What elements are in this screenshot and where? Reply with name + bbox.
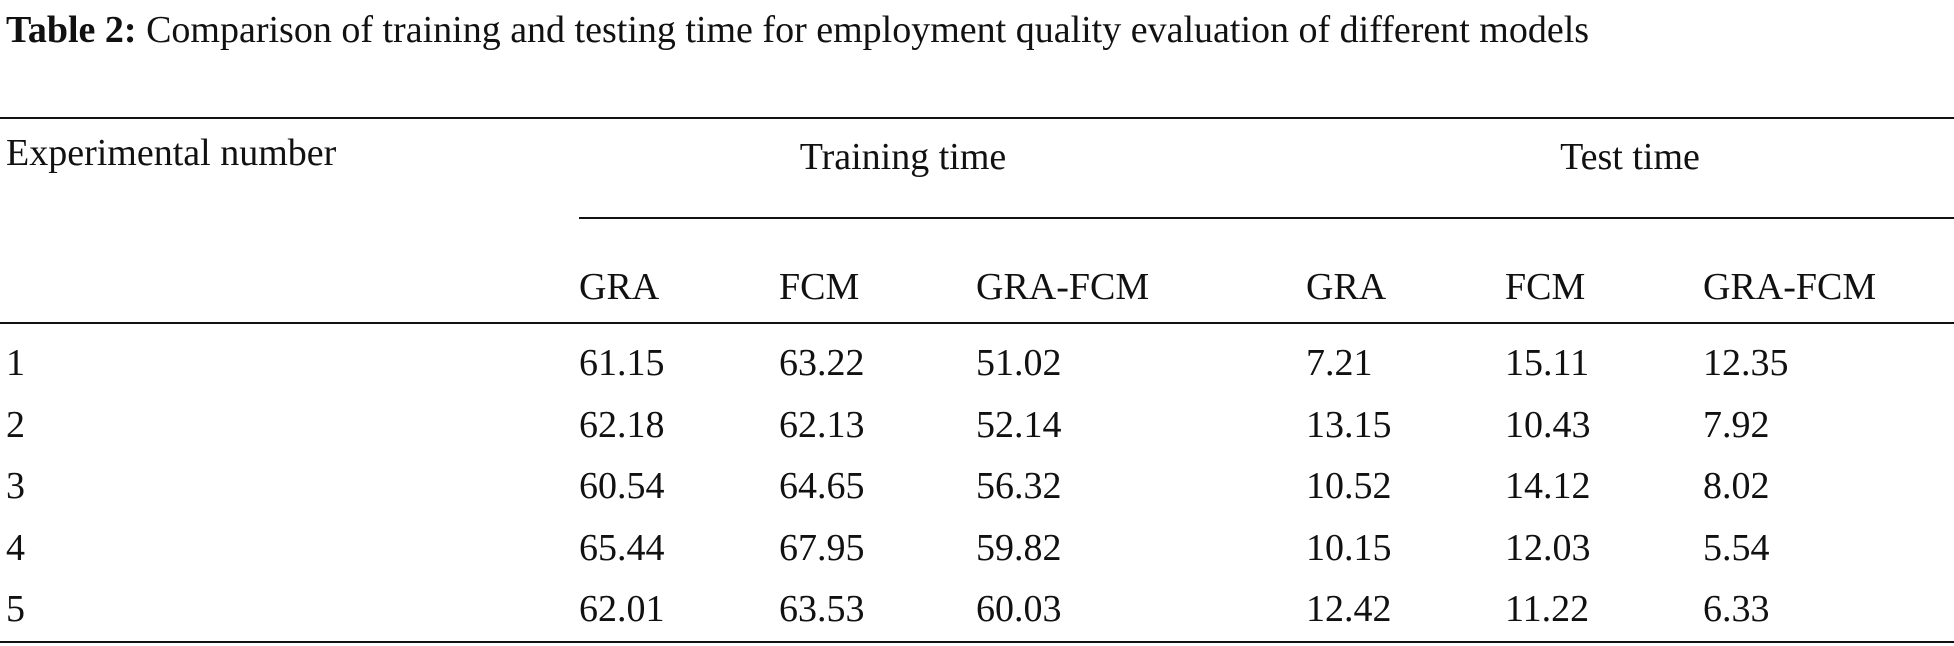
cell: 56.32 <box>976 465 1062 507</box>
cell: 63.22 <box>779 342 865 384</box>
caption: Table 2: Comparison of training and test… <box>6 4 1952 56</box>
caption-text: Comparison of training and testing time … <box>146 9 1590 51</box>
column-header: GRA-FCM <box>1703 266 1877 308</box>
cell: 11.22 <box>1505 588 1590 630</box>
cell: 1 <box>6 342 25 384</box>
cell: 7.92 <box>1703 403 1770 446</box>
row-header: Experimental number <box>6 132 337 174</box>
cell: 7.21 <box>1306 342 1373 384</box>
cell: 13.15 <box>1306 403 1392 446</box>
cell: 65.44 <box>579 526 665 569</box>
column-header: GRA <box>579 266 660 308</box>
cell: 62.13 <box>779 403 865 446</box>
cell: 3 <box>6 465 25 507</box>
column-header: FCM <box>1505 266 1586 308</box>
cell: 14.12 <box>1505 465 1591 507</box>
header-rule <box>0 322 1954 324</box>
column-header: FCM <box>779 266 860 308</box>
cell: 52.14 <box>976 403 1062 446</box>
cell: 59.82 <box>976 526 1062 569</box>
cell: 5 <box>6 588 25 630</box>
cell: 15.11 <box>1505 342 1590 384</box>
cell: 51.02 <box>976 342 1062 384</box>
cell: 5.54 <box>1703 526 1770 569</box>
cell: 12.42 <box>1306 588 1392 630</box>
column-header: GRA-FCM <box>976 266 1150 308</box>
group-rule <box>579 217 1954 219</box>
cell: 8.02 <box>1703 465 1770 507</box>
cell: 10.43 <box>1505 403 1591 446</box>
caption-label: Table 2: <box>6 9 137 51</box>
top-rule <box>0 117 1954 119</box>
cell: 60.54 <box>579 465 665 507</box>
group-header: Training time <box>799 136 1007 178</box>
cell: 62.01 <box>579 588 665 630</box>
cell: 12.03 <box>1505 526 1591 569</box>
cell: 62.18 <box>579 403 665 446</box>
cell: 2 <box>6 403 25 446</box>
cell: 12.35 <box>1703 342 1789 384</box>
column-header: GRA <box>1306 266 1387 308</box>
cell: 67.95 <box>779 526 865 569</box>
cell: 63.53 <box>779 588 865 630</box>
group-header: Test time <box>1560 136 1700 178</box>
cell: 10.52 <box>1306 465 1392 507</box>
cell: 61.15 <box>579 342 665 384</box>
bottom-rule <box>0 641 1954 643</box>
cell: 10.15 <box>1306 526 1392 569</box>
cell: 64.65 <box>779 465 865 507</box>
cell: 60.03 <box>976 588 1062 630</box>
cell: 4 <box>6 526 25 569</box>
cell: 6.33 <box>1703 588 1770 630</box>
